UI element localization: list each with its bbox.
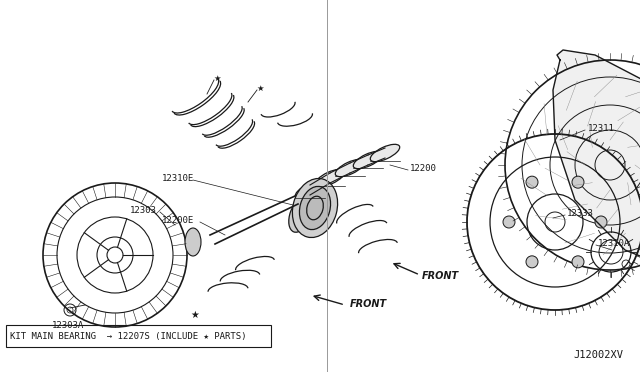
Text: J12002XV: J12002XV — [573, 350, 623, 360]
Text: 12200E: 12200E — [162, 215, 195, 224]
Text: 12333: 12333 — [567, 208, 594, 218]
Ellipse shape — [316, 169, 345, 187]
Ellipse shape — [292, 179, 338, 238]
Text: FRONT: FRONT — [422, 271, 459, 281]
Circle shape — [595, 216, 607, 228]
Ellipse shape — [295, 181, 324, 199]
Text: 12311: 12311 — [588, 124, 615, 132]
Ellipse shape — [289, 198, 311, 232]
Text: 12303A: 12303A — [52, 321, 84, 330]
Ellipse shape — [353, 151, 383, 169]
Circle shape — [503, 216, 515, 228]
Circle shape — [572, 256, 584, 268]
Polygon shape — [553, 50, 640, 268]
Ellipse shape — [185, 228, 201, 256]
Text: 12310A: 12310A — [598, 238, 630, 247]
Text: 12310E: 12310E — [162, 173, 195, 183]
Circle shape — [526, 256, 538, 268]
Circle shape — [526, 176, 538, 188]
Text: ★: ★ — [191, 310, 200, 320]
Text: FRONT: FRONT — [350, 299, 387, 309]
Text: ★: ★ — [256, 83, 264, 93]
Circle shape — [572, 176, 584, 188]
Text: ★: ★ — [213, 74, 221, 83]
Ellipse shape — [300, 186, 331, 230]
Text: 12200: 12200 — [410, 164, 437, 173]
Ellipse shape — [335, 159, 365, 177]
Bar — [6, 325, 271, 347]
Text: KIT MAIN BEARING  → 12207S (INCLUDE ★ PARTS): KIT MAIN BEARING → 12207S (INCLUDE ★ PAR… — [10, 331, 246, 340]
Text: 12303: 12303 — [130, 205, 157, 215]
Ellipse shape — [371, 144, 400, 162]
